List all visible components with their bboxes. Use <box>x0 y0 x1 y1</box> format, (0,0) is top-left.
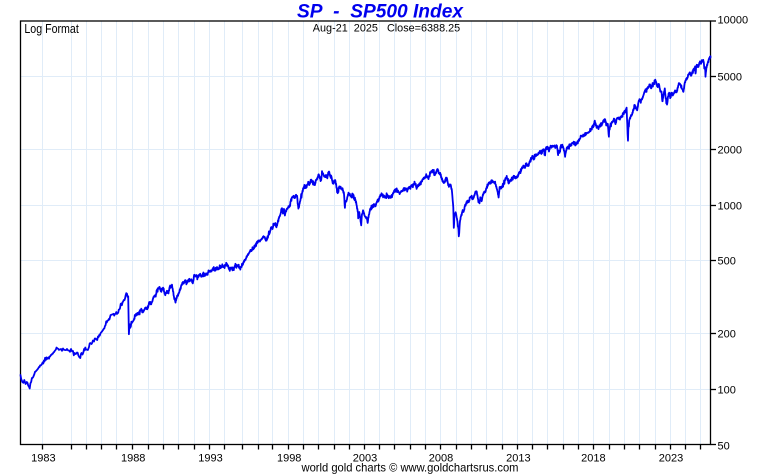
svg-text:2023: 2023 <box>659 453 683 465</box>
svg-text:10000: 10000 <box>718 14 749 26</box>
svg-text:2000: 2000 <box>718 145 742 157</box>
svg-text:world gold charts © www.goldch: world gold charts © www.goldchartsrus.co… <box>301 461 519 475</box>
svg-text:1998: 1998 <box>277 453 301 465</box>
svg-text:500: 500 <box>718 256 736 268</box>
svg-text:5000: 5000 <box>718 72 742 84</box>
svg-text:1988: 1988 <box>121 453 145 465</box>
svg-text:2018: 2018 <box>581 453 605 465</box>
svg-text:200: 200 <box>718 329 736 341</box>
svg-text:SP - SP500 Index: SP - SP500 Index <box>297 2 464 23</box>
svg-text:50: 50 <box>718 440 730 452</box>
svg-text:2013: 2013 <box>506 453 530 465</box>
svg-text:2008: 2008 <box>429 453 453 465</box>
svg-text:Log Format: Log Format <box>24 21 79 36</box>
svg-text:Aug-21 2025 Close=6388.25: Aug-21 2025 Close=6388.25 <box>313 23 460 35</box>
svg-text:1000: 1000 <box>718 201 742 213</box>
svg-text:100: 100 <box>718 385 736 397</box>
svg-text:1993: 1993 <box>198 453 222 465</box>
svg-text:2003: 2003 <box>353 453 377 465</box>
svg-text:1983: 1983 <box>31 453 55 465</box>
